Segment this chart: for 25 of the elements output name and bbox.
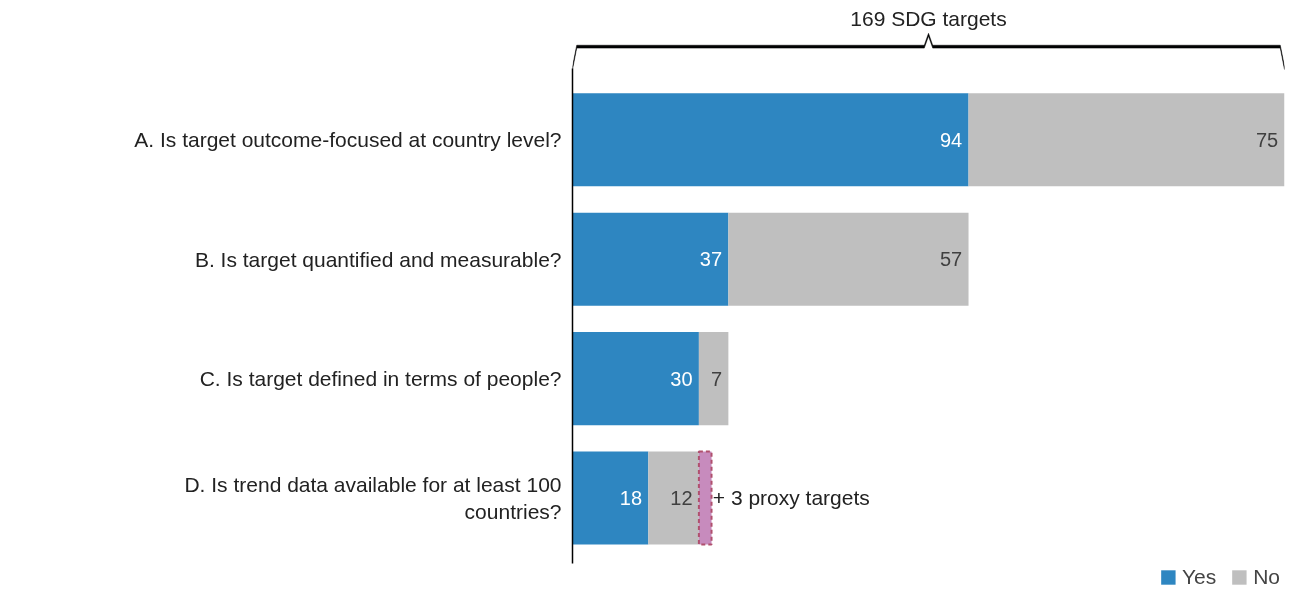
bar <box>697 450 713 546</box>
bar <box>572 212 729 306</box>
y-tick-label: A. Is target outcome-focused at country level? <box>134 128 562 152</box>
data-label: 7 <box>710 367 723 390</box>
y-tick-label: B. Is target quantified and measurable? <box>194 247 562 271</box>
legend-label: No <box>1253 565 1280 589</box>
y-tick-label: C. Is target defined in terms of people? <box>199 367 562 391</box>
data-label: 75 <box>1255 128 1279 151</box>
legend-label: Yes <box>1181 565 1217 589</box>
bar <box>968 93 1285 187</box>
y-tick-label: D. Is trend data available for at least 100 countries? <box>184 472 562 524</box>
data-label: 57 <box>939 248 963 271</box>
bar <box>572 451 649 545</box>
bar <box>698 332 729 426</box>
data-label: 18 <box>619 486 643 509</box>
bar <box>728 212 969 306</box>
data-label: 37 <box>699 248 723 271</box>
bar <box>648 451 699 545</box>
bar <box>572 93 969 187</box>
data-label: 30 <box>670 367 693 390</box>
text: 169 SDG targets <box>850 6 1007 30</box>
data-label: 12 <box>670 486 693 509</box>
bar <box>572 332 699 426</box>
data-label: 94 <box>939 128 963 151</box>
annotation: + 3 proxy targets <box>712 486 870 510</box>
